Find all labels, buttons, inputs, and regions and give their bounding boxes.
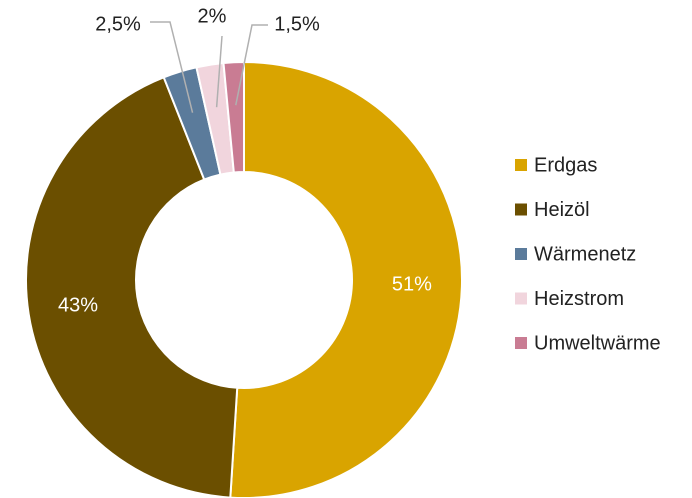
data-label: 2% (198, 5, 227, 27)
legend-label: Heizstrom (534, 288, 624, 310)
legend-swatch (515, 292, 527, 305)
donut-slice (25, 76, 239, 498)
legend-swatch (515, 248, 527, 260)
legend-label: Wärmenetz (534, 243, 636, 265)
leader-line (215, 35, 223, 108)
legend-swatch (515, 203, 527, 216)
legend-swatch (515, 337, 527, 349)
legend-swatch (515, 159, 527, 171)
leader-line (235, 24, 268, 106)
legend-label: Erdgas (534, 154, 597, 176)
leader-line (150, 21, 194, 113)
data-label: 1,5% (274, 13, 320, 35)
donut-slice (229, 60, 463, 498)
data-label: 2,5% (95, 13, 141, 35)
legend-label: Umweltwärme (534, 332, 661, 354)
data-label: 43% (58, 295, 98, 317)
legend-label: Heizöl (534, 199, 590, 221)
data-label: 51% (392, 274, 432, 296)
